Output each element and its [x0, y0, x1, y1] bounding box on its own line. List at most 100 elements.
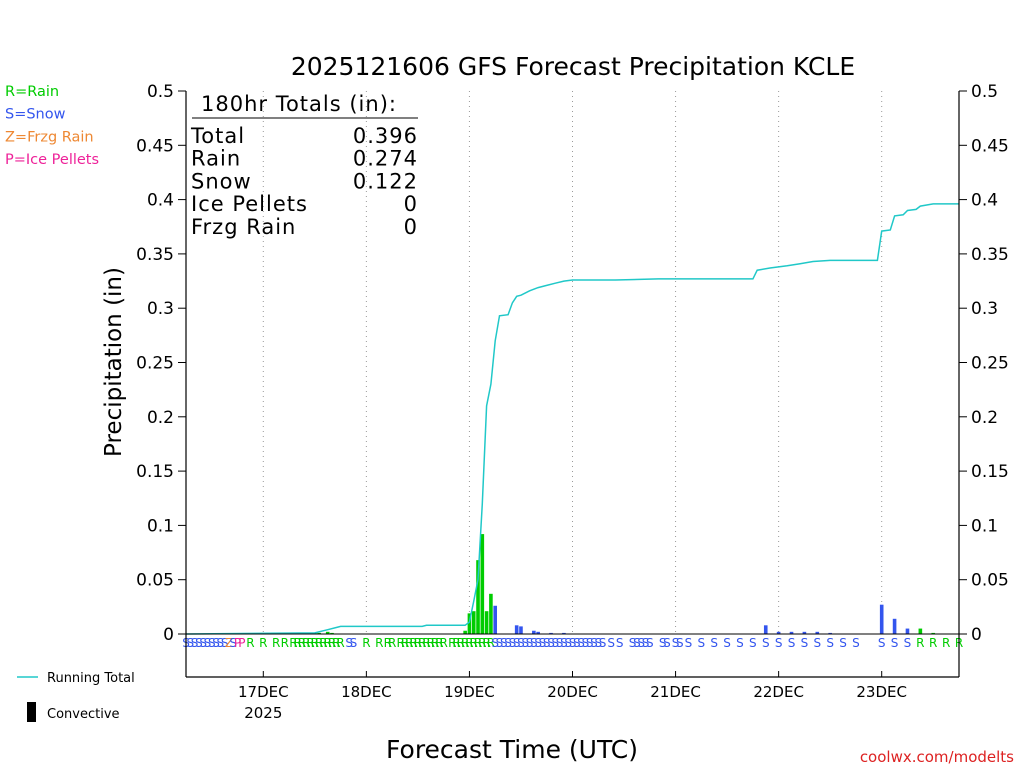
y-tick-label-right: 0: [971, 625, 982, 645]
type-letter: S: [212, 636, 220, 650]
y-tick-label-right: 0.2: [971, 408, 998, 428]
type-letter: S: [500, 636, 508, 650]
type-letter: R: [422, 636, 430, 650]
axes: 0 00.05 0.050.1 0.10.15 0.150.2 0.20.25 0.250.…: [136, 82, 1009, 722]
type-letter: S: [345, 636, 353, 650]
type-letter: S: [195, 636, 203, 650]
type-letter: R: [414, 636, 422, 650]
type-letter: R: [409, 636, 417, 650]
precip-bar-10: [489, 593, 493, 634]
type-letter: S: [672, 636, 680, 650]
precip-bar-14: [532, 630, 536, 634]
precip-bar-8: [480, 534, 485, 634]
y-tick-label-left: 0.45: [136, 136, 174, 156]
totals-row-value: 0: [404, 192, 418, 216]
totals-row-value: 0.396: [353, 124, 418, 148]
y-tick-label-left: 0: [163, 625, 174, 645]
y-tick-label-left: 0.05: [136, 571, 174, 591]
type-letter: R: [306, 636, 314, 650]
type-letter: S: [839, 636, 847, 650]
type-letter: S: [496, 636, 504, 650]
y-tick-label-left: 0.4: [147, 191, 174, 211]
type-letter: S: [891, 636, 899, 650]
precip-bar-27: [918, 628, 923, 634]
type-letter: S: [582, 636, 590, 650]
type-letter: S: [491, 636, 499, 650]
type-letter: R: [375, 636, 383, 650]
precip-bar-22: [815, 631, 820, 634]
type-letter: S: [577, 636, 585, 650]
type-letter: S: [685, 636, 693, 650]
type-letter: R: [448, 636, 456, 650]
type-letter: R: [384, 636, 392, 650]
precip-bar-4: [463, 630, 467, 634]
y-tick-label-right: 0.15: [971, 462, 1009, 482]
precip-bar-18: [763, 625, 768, 634]
type-letter: R: [259, 636, 267, 650]
type-letter: R: [319, 636, 327, 650]
type-letter: R: [418, 636, 426, 650]
precip-bar-16: [549, 632, 553, 634]
totals-row-label: Total: [190, 124, 245, 148]
type-letter: S: [539, 636, 547, 650]
precip-bar-21: [802, 631, 807, 634]
x-axis-label: Forecast Time (UTC): [386, 735, 638, 764]
type-letter: R: [293, 636, 301, 650]
y-tick-label-left: 0.35: [136, 245, 174, 265]
type-letter: S: [350, 636, 358, 650]
type-letter: R: [405, 636, 413, 650]
type-letter: R: [324, 636, 332, 650]
convective-legend-swatch: [27, 702, 36, 722]
precip-bar-12: [514, 625, 519, 634]
type-letter: R: [474, 636, 482, 650]
type-letter: S: [629, 636, 637, 650]
precip-bar-19: [776, 631, 781, 634]
type-letter: S: [813, 636, 821, 650]
type-letter: S: [878, 636, 886, 650]
totals-row-label: Rain: [191, 147, 241, 171]
precip-bar-5: [467, 613, 472, 634]
type-legend-entry: P=Ice Pellets: [5, 152, 99, 168]
y-tick-label-left: 0.2: [147, 408, 174, 428]
type-letter: S: [208, 636, 216, 650]
type-letter: S: [221, 636, 229, 650]
type-letter: R: [397, 636, 405, 650]
type-letter: R: [942, 636, 950, 650]
type-letter: R: [457, 636, 465, 650]
credit-text: coolwx.com/modelts: [860, 748, 1014, 766]
type-letter: S: [659, 636, 667, 650]
type-letter: S: [547, 636, 555, 650]
totals-row-label: Frzg Rain: [191, 215, 296, 239]
x-tick-label: 23DEC: [856, 683, 907, 701]
type-letter: S: [513, 636, 521, 650]
type-legend-entry: S=Snow: [5, 107, 66, 123]
totals-row-value: 0.122: [353, 169, 418, 193]
type-letter: R: [439, 636, 447, 650]
type-letter: S: [736, 636, 744, 650]
type-letter: S: [199, 636, 207, 650]
type-letter: R: [289, 636, 297, 650]
precip-bar-15: [536, 631, 540, 634]
type-letter: S: [556, 636, 564, 650]
precip-bars: [313, 534, 936, 634]
y-tick-label-right: 0.5: [971, 82, 998, 102]
type-letter: S: [698, 636, 706, 650]
type-letter: S: [560, 636, 568, 650]
type-letter: R: [332, 636, 340, 650]
precip-bar-1: [317, 632, 321, 634]
type-legend-entry: R=Rain: [5, 84, 59, 100]
precip-bar-28: [931, 632, 936, 634]
running-total-line-group: [185, 203, 959, 635]
gridlines: [262, 91, 883, 634]
y-tick-label-right: 0.4: [971, 191, 998, 211]
totals-row-label: Ice Pellets: [191, 192, 308, 216]
type-letter: R: [388, 636, 396, 650]
type-letter: S: [637, 636, 645, 650]
type-letter: S: [509, 636, 517, 650]
y-tick-label-left: 0.15: [136, 462, 174, 482]
type-letter: S: [517, 636, 525, 650]
precip-bar-3: [330, 632, 334, 634]
y-tick-label-right: 0.45: [971, 136, 1009, 156]
x-tick-sublabel: 2025: [244, 704, 282, 722]
